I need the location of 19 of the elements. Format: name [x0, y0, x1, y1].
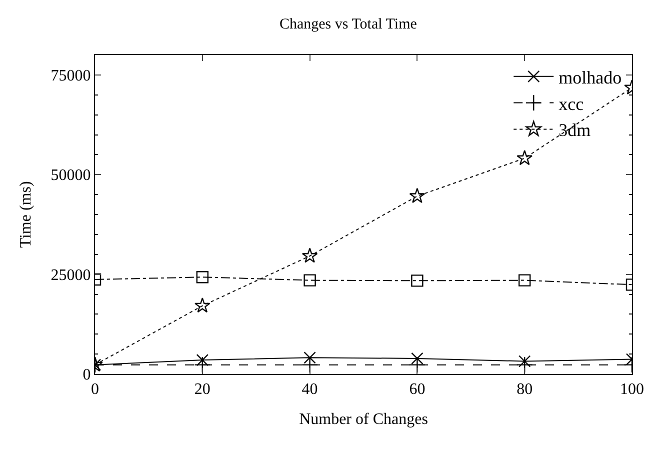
point [409, 188, 426, 203]
x-tick-label: 60 [409, 381, 426, 398]
point [411, 274, 424, 287]
y-tick-label: 0 [82, 366, 91, 384]
y-tick-label: 75000 [50, 68, 91, 85]
y-axis-title: Time (ms) [18, 181, 35, 248]
y-tick-label: 25000 [50, 266, 91, 284]
x-tick-label: 80 [516, 381, 533, 398]
x-tick-label: 100 [620, 381, 644, 398]
legend-label: 3dm [558, 120, 591, 140]
x-tick-label: 40 [302, 381, 318, 398]
chart-title: Changes vs Total Time [279, 16, 418, 33]
y-tick-label: 50000 [50, 167, 91, 184]
point [304, 274, 316, 286]
x-tick-label: 20 [194, 381, 210, 398]
legend-label: molhado [558, 67, 622, 88]
legend-label: xcc [558, 94, 584, 114]
x-axis-title: Number of Changes [299, 410, 428, 428]
point [302, 248, 318, 263]
